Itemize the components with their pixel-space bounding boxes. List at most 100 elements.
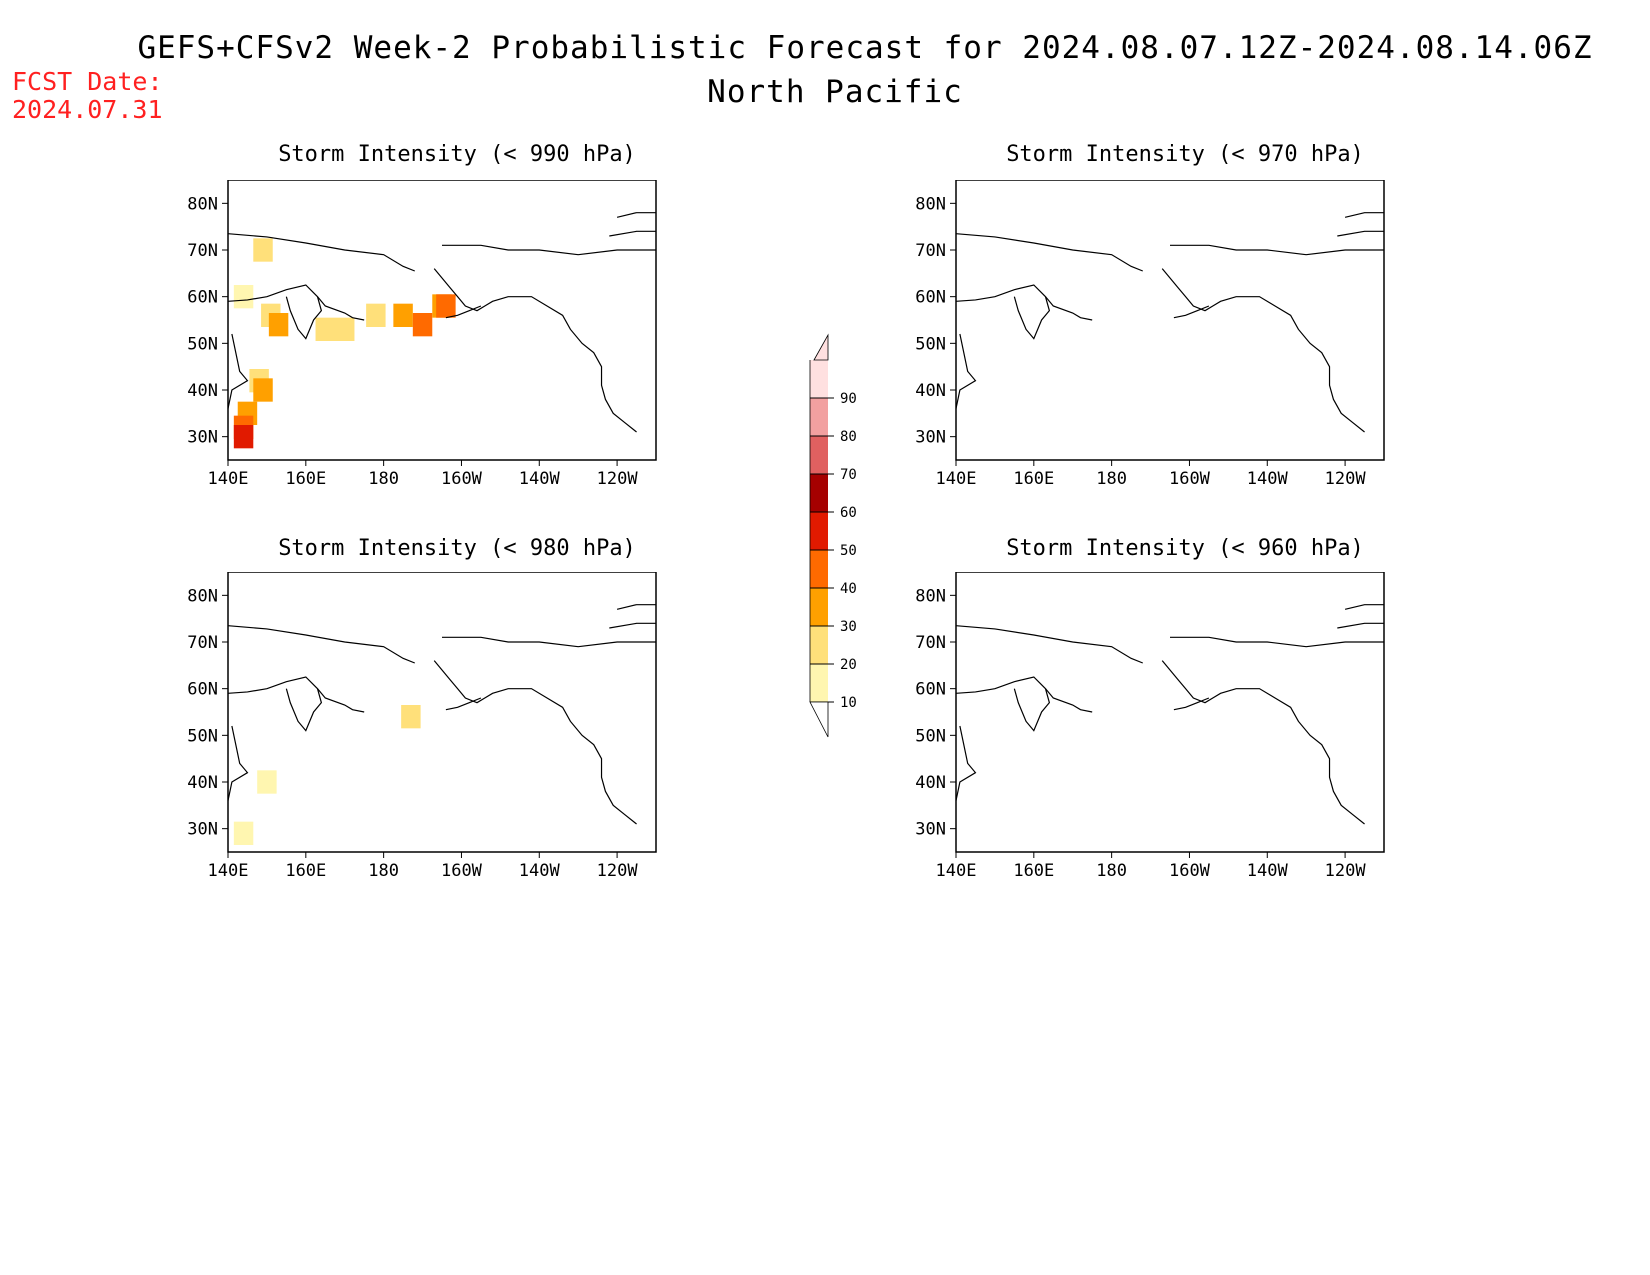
coastline (1013, 296, 1051, 340)
coastline (955, 233, 1143, 272)
lon-tick-label: 120W (597, 469, 639, 489)
lon-tick-label: 140E (208, 861, 249, 881)
probability-cell (412, 313, 433, 337)
coastline (1013, 688, 1051, 732)
probability-cell (393, 303, 413, 327)
coastline (1344, 212, 1384, 218)
map-panel-960: 80N 70N 60N 50N 40N 30N 140E 160E 180 160W 140W 120… (915, 572, 1385, 881)
coastlines (955, 212, 1384, 433)
lat-tick-label: 80N (915, 586, 946, 606)
lat-tick-label: 60N (187, 288, 218, 308)
coastline (955, 284, 1093, 321)
lon-tick-label: 180 (1096, 861, 1127, 881)
colorbar-label: 80 (840, 429, 857, 445)
lat-tick-label: 70N (187, 241, 218, 261)
region-subtitle: North Pacific (707, 74, 963, 110)
lon-tick-label: 160W (441, 861, 483, 881)
probability-cell (436, 294, 456, 318)
map-frame (227, 180, 657, 461)
lon-tick-label: 140W (1247, 861, 1289, 881)
coastline (227, 676, 365, 713)
coastlines (227, 604, 656, 825)
colorbar-segment (810, 398, 828, 436)
forecast-date-value: 2024.07.31 (12, 95, 163, 124)
coastline (285, 296, 323, 340)
lat-tick-label: 60N (187, 680, 218, 700)
lon-tick-label: 140E (936, 469, 977, 489)
lon-tick-label: 160E (285, 469, 326, 489)
colorbar-bottom-arrow (809, 701, 829, 738)
coastline (609, 230, 656, 237)
coastline (1173, 305, 1210, 319)
panel-title-960: Storm Intensity (< 960 hPa) (1006, 536, 1364, 561)
coastline (442, 244, 656, 256)
colorbar-label: 50 (840, 543, 857, 559)
coastline (616, 212, 656, 218)
lon-tick-label: 160W (1169, 861, 1211, 881)
panel-title-970: Storm Intensity (< 970 hPa) (1006, 142, 1364, 167)
colorbar-segment (810, 474, 828, 512)
lon-tick-label: 140E (936, 861, 977, 881)
probability-cell (335, 317, 355, 341)
coastline (445, 697, 482, 711)
colorbar-label: 40 (840, 581, 857, 597)
coastline (433, 268, 637, 433)
coastline (1337, 230, 1384, 237)
lat-tick-label: 40N (187, 773, 218, 793)
lon-tick-label: 120W (1325, 469, 1367, 489)
colorbar-segment (810, 436, 828, 474)
lat-tick-label: 30N (187, 820, 218, 840)
main-title: GEFS+CFSv2 Week-2 Probabilistic Forecast… (137, 30, 1593, 66)
coastline (1161, 660, 1365, 825)
probability-cell (366, 303, 386, 327)
lon-tick-label: 140W (519, 469, 561, 489)
coastline (227, 333, 249, 409)
probability-cell (268, 313, 289, 337)
lat-tick-label: 40N (915, 381, 946, 401)
lon-tick-label: 160E (1013, 469, 1054, 489)
map-frame (955, 180, 1385, 461)
lat-tick-label: 30N (187, 428, 218, 448)
coastline (955, 725, 977, 801)
probability-colorbar: 10 20 30 40 50 60 70 80 90 (809, 333, 857, 738)
map-frame (227, 572, 657, 853)
probability-cell (253, 378, 273, 402)
lat-tick-label: 30N (915, 428, 946, 448)
colorbar-label: 20 (840, 657, 857, 673)
coastline (227, 233, 415, 272)
lat-tick-label: 50N (915, 334, 946, 354)
coastline (955, 625, 1143, 664)
map-panel-990: 80N 70N 60N 50N 40N 30N 140E 160E 180 160W 140W 120… (187, 180, 657, 489)
coastline (1344, 604, 1384, 610)
coastline (1170, 244, 1384, 256)
coastline (609, 622, 656, 629)
coastline (442, 636, 656, 648)
colorbar-segment (810, 512, 828, 550)
probability-cell (233, 425, 254, 449)
lon-tick-label: 160W (441, 469, 483, 489)
probability-cell (315, 317, 335, 341)
probability-field (233, 238, 456, 449)
lon-tick-label: 140W (519, 861, 561, 881)
colorbar-label: 90 (840, 391, 857, 407)
panel-title-990: Storm Intensity (< 990 hPa) (278, 142, 636, 167)
colorbar-segment (810, 626, 828, 664)
lon-tick-label: 120W (1325, 861, 1367, 881)
map-panel-970: 80N 70N 60N 50N 40N 30N 140E 160E 180 160W 140W 120… (915, 180, 1385, 489)
lon-tick-label: 160E (1013, 861, 1054, 881)
lon-tick-label: 140E (208, 469, 249, 489)
lat-tick-label: 60N (915, 680, 946, 700)
colorbar-label: 30 (840, 619, 857, 635)
coastline (227, 625, 415, 664)
colorbar-label: 10 (840, 695, 857, 711)
lat-tick-label: 60N (915, 288, 946, 308)
colorbar-segment (810, 588, 828, 626)
coastline (1173, 697, 1210, 711)
panel-title-980: Storm Intensity (< 980 hPa) (278, 536, 636, 561)
probability-cell (233, 821, 254, 845)
lat-tick-label: 70N (915, 241, 946, 261)
coastlines (955, 604, 1384, 825)
lon-tick-label: 180 (368, 861, 399, 881)
coastline (616, 604, 656, 610)
lat-tick-label: 80N (915, 194, 946, 214)
